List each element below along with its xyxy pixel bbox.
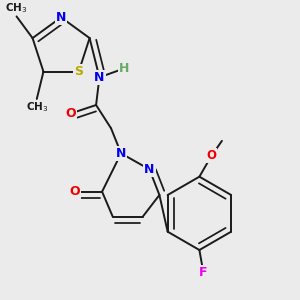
Text: N: N <box>56 11 66 24</box>
Text: N: N <box>144 163 154 176</box>
Text: O: O <box>66 107 76 120</box>
Text: S: S <box>74 65 83 78</box>
Text: O: O <box>69 185 80 198</box>
Text: H: H <box>119 62 130 75</box>
Text: CH$_3$: CH$_3$ <box>5 1 28 15</box>
Text: N: N <box>116 147 126 160</box>
Text: O: O <box>206 149 216 162</box>
Text: F: F <box>199 266 208 280</box>
Text: CH$_3$: CH$_3$ <box>26 100 48 114</box>
Text: N: N <box>94 71 105 84</box>
